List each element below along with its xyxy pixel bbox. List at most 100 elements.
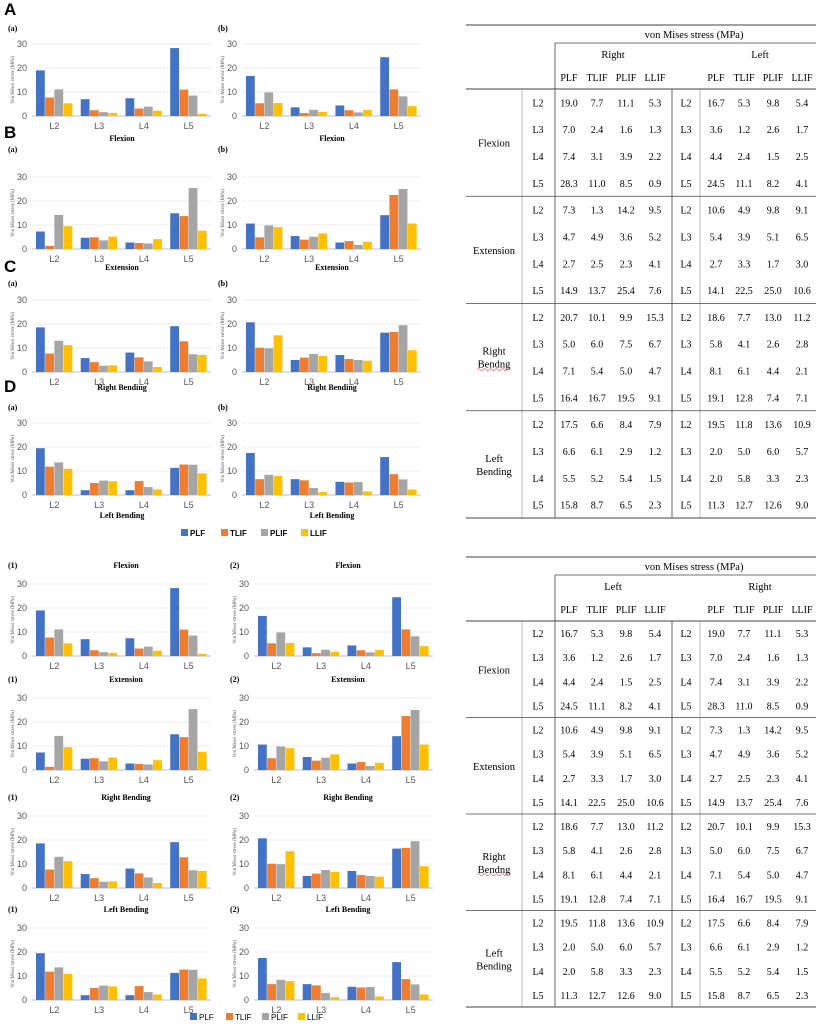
bar-llif-l3 <box>318 111 328 116</box>
table-cell: 9.9 <box>767 822 780 833</box>
bar-plif-l5 <box>410 984 420 1000</box>
table-level: L4 <box>680 774 691 785</box>
bar-llif-l4 <box>375 762 384 770</box>
table-cell: 5.5 <box>563 474 576 485</box>
x-tick-label: L5 <box>406 661 416 671</box>
bar-llif-l3 <box>318 355 328 372</box>
table-cell: 2.4 <box>738 653 751 664</box>
table-cell: 7.9 <box>649 420 662 431</box>
spellcheck-squiggle <box>476 873 511 877</box>
bar-tlif-l5 <box>179 216 189 249</box>
y-axis-label: Von Mises stress (MPa) <box>233 596 238 644</box>
x-tick-label: L2 <box>49 775 59 785</box>
table-cell: 2.3 <box>649 501 662 512</box>
bar-plf-l3 <box>80 358 90 372</box>
table-cell: 4.4 <box>620 870 633 881</box>
y-tick-label: 30 <box>17 172 27 182</box>
legend-label-llif: LLIF <box>310 529 327 538</box>
table-level: L2 <box>680 822 691 833</box>
table-cell: 10.6 <box>793 286 811 297</box>
table-level: L4 <box>532 259 543 270</box>
table-cell: 16.7 <box>560 629 578 640</box>
bar-llif-l2 <box>63 468 73 495</box>
table-cell: 7.5 <box>620 340 633 351</box>
bar-tlif-l2 <box>45 766 54 770</box>
chart-title: Left Bending <box>326 905 371 914</box>
bar-tlif-l2 <box>267 643 276 656</box>
x-tick-label: L3 <box>94 121 104 131</box>
bar-tlif-l4 <box>134 648 144 656</box>
table-level: L4 <box>680 259 691 270</box>
table-level: L5 <box>680 991 691 1002</box>
table-cell: 15.3 <box>793 822 811 833</box>
bar-llif-l3 <box>108 481 118 495</box>
table-cell: 5.7 <box>796 447 809 458</box>
table-cell: 6.1 <box>591 447 604 458</box>
bar-plf-l5 <box>380 57 390 116</box>
table-cell: 1.5 <box>649 474 662 485</box>
table-cell: 2.8 <box>796 340 809 351</box>
y-tick-label: 30 <box>17 39 27 49</box>
table-cell: 1.3 <box>738 726 751 737</box>
bar-plf-l4 <box>125 868 135 888</box>
table-cell: 2.0 <box>710 474 723 485</box>
chart-title: Extension <box>109 675 143 684</box>
bar-llif-l3 <box>108 757 118 770</box>
y-tick-label: 30 <box>17 923 27 933</box>
bar-tlif-l3 <box>89 237 99 249</box>
table-level: L5 <box>680 501 691 512</box>
bar-plif-l2 <box>276 979 286 1000</box>
bar-llif-l2 <box>273 335 283 372</box>
x-tick-label: L2 <box>271 775 281 785</box>
table-cell: 3.6 <box>563 653 576 664</box>
y-tick-label: 20 <box>239 947 249 957</box>
y-tick-label: 30 <box>227 39 237 49</box>
bar-plf-l5 <box>392 597 402 656</box>
bar-plf-l5 <box>170 842 180 888</box>
bar-plif-l5 <box>410 841 420 888</box>
bar-plf-l5 <box>170 467 180 495</box>
table-cell: 13.7 <box>735 798 753 809</box>
table-level: L5 <box>532 991 543 1002</box>
x-tick-label: L4 <box>139 121 149 131</box>
bar-chart: Von Mises stress (MPa) 0 10 20 30 L2 L3 L4 L5 <box>11 693 211 785</box>
table-cell: 1.6 <box>767 653 780 664</box>
table-cell: 2.2 <box>649 152 662 163</box>
bar-plf-l5 <box>170 213 180 249</box>
table-cell: 14.9 <box>707 798 725 809</box>
bar-plf-l5 <box>392 962 402 1000</box>
table-cell: 5.0 <box>620 367 633 378</box>
table-cell: 8.4 <box>767 919 780 930</box>
table-cell: 7.1 <box>649 894 662 905</box>
bar-plf-l3 <box>290 479 300 495</box>
table-cell: 9.8 <box>620 726 633 737</box>
table-cell: 7.6 <box>796 798 809 809</box>
table-cell: 4.1 <box>738 340 751 351</box>
chart-title: Left Bending <box>100 511 145 520</box>
x-tick-label: L5 <box>184 500 194 510</box>
bar-chart: Von Mises stress (MPa) 0 10 20 30 L2 L3 L4 L5 <box>11 39 211 131</box>
table-level: L3 <box>680 340 691 351</box>
bar-llif-l3 <box>108 986 118 1000</box>
bar-plif-l3 <box>99 881 108 888</box>
table-cell: 9.8 <box>767 98 780 109</box>
bar-tlif-l5 <box>401 847 411 888</box>
bar-tlif-l3 <box>89 110 99 116</box>
bar-tlif-l5 <box>389 89 399 116</box>
table-cell: 2.5 <box>796 152 809 163</box>
table-cell: 8.7 <box>591 501 604 512</box>
panel-tag: (a) <box>8 24 18 33</box>
table-level: L2 <box>532 919 543 930</box>
x-tick-label: L4 <box>361 1005 371 1015</box>
bar-llif-l4 <box>153 994 162 1000</box>
table-cell: 1.3 <box>649 125 662 136</box>
table-level: L4 <box>680 677 691 688</box>
y-tick-label: 30 <box>17 693 27 703</box>
table-cell: 2.8 <box>649 846 662 857</box>
table-level: L3 <box>680 447 691 458</box>
x-tick-label: L3 <box>94 1005 104 1015</box>
bar-plf-l2 <box>257 615 267 656</box>
x-tick-label: L2 <box>49 661 59 671</box>
bar-llif-l4 <box>153 650 162 656</box>
table-level: L2 <box>680 629 691 640</box>
